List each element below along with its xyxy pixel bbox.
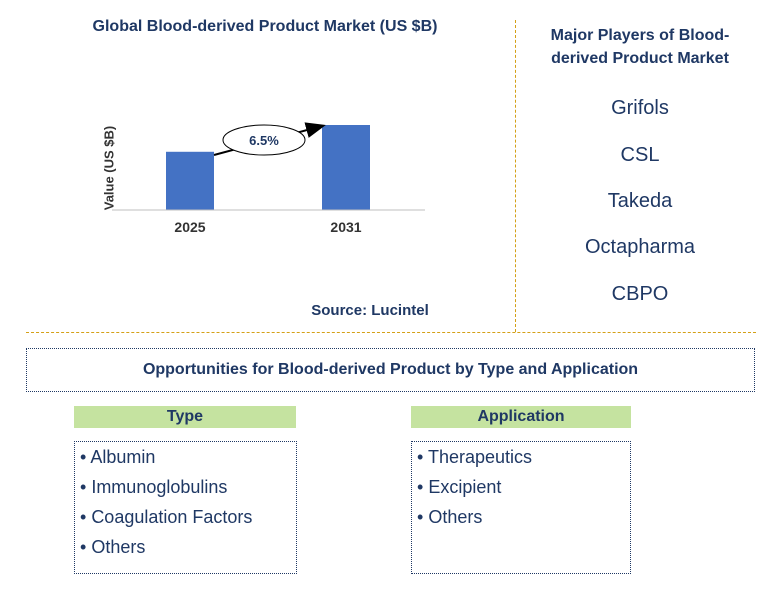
players-title: Major Players of Blood-derived Product M… <box>550 27 730 67</box>
growth-rate-label: 6.5% <box>249 133 279 148</box>
application-header-label: Application <box>477 408 565 425</box>
bar-2025 <box>166 151 214 210</box>
application-header: Application <box>411 406 631 428</box>
type-list: • Albumin • Immunoglobulins • Coagulatio… <box>74 441 297 574</box>
type-header-label: Type <box>166 408 204 425</box>
player-item: CSL <box>620 144 660 166</box>
application-list-item: • Excipient <box>417 477 502 497</box>
horizontal-divider <box>26 332 756 333</box>
type-list-item: • Coagulation Factors <box>80 507 253 527</box>
vertical-divider <box>515 20 516 332</box>
opportunities-title-box: Opportunities for Blood-derived Product … <box>26 348 755 392</box>
x-tick-label: 2025 <box>174 219 205 235</box>
type-list-item: • Others <box>80 537 146 557</box>
player-item: Grifols <box>611 97 669 119</box>
bar-2031 <box>322 125 370 210</box>
player-item: Takeda <box>607 190 673 212</box>
player-item: CBPO <box>611 283 669 305</box>
type-header: Type <box>74 406 296 428</box>
x-tick-label: 2031 <box>330 219 361 235</box>
application-list-item: • Others <box>417 507 483 527</box>
source-label: Source: Lucintel <box>311 302 429 319</box>
bar-chart: 2025 2031 6.5% <box>112 122 425 235</box>
type-list-item: • Immunoglobulins <box>80 477 228 497</box>
chart-title: Global Blood-derived Product Market (US … <box>92 18 438 35</box>
type-list-item: • Albumin <box>80 447 156 467</box>
application-list: • Therapeutics • Excipient • Others <box>411 441 631 574</box>
growth-rate-ellipse <box>222 124 306 156</box>
application-list-item: • Therapeutics <box>417 447 533 467</box>
player-item: Octapharma <box>584 236 696 258</box>
opportunities-title: Opportunities for Blood-derived Product … <box>142 361 639 378</box>
